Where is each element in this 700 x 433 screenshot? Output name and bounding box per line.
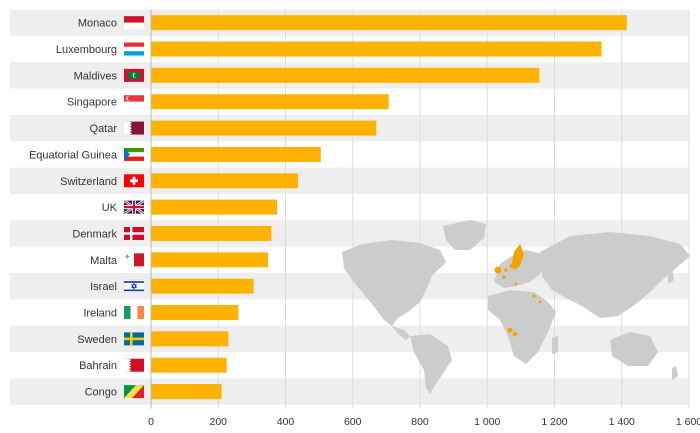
ireland-flag-icon — [124, 306, 144, 320]
bar — [151, 120, 377, 136]
x-tick-label: 600 — [344, 416, 362, 428]
x-tick-label: 1 600 — [676, 416, 700, 428]
monaco-flag-icon — [124, 16, 144, 30]
luxembourg-flag-icon — [124, 42, 144, 56]
flag-icons — [123, 16, 145, 399]
bar — [151, 41, 602, 57]
category-label: Bahrain — [79, 360, 117, 372]
switzerland-flag-icon — [124, 174, 144, 188]
x-tick-label: 200 — [209, 416, 227, 428]
bar — [151, 384, 222, 400]
israel-flag-icon — [123, 279, 145, 293]
qatar-flag-icon — [124, 121, 144, 135]
x-tick-label: 0 — [148, 416, 154, 428]
highlighted-countries — [494, 244, 542, 337]
congo-flag-icon — [124, 385, 144, 399]
x-tick-label: 1 000 — [474, 416, 500, 428]
category-label: Denmark — [72, 228, 117, 240]
bar — [151, 94, 389, 110]
category-label: Monaco — [78, 18, 117, 30]
bar — [151, 146, 321, 162]
bar — [151, 331, 229, 347]
category-label: Congo — [85, 387, 117, 399]
category-label: Sweden — [77, 334, 117, 346]
x-tick-label: 1 400 — [609, 416, 635, 428]
category-label: Singapore — [67, 97, 117, 109]
uk-flag-icon — [123, 199, 145, 215]
x-tick-labels: 0 200 400 600 800 1 000 1 200 1 400 1 600 — [148, 416, 700, 428]
category-label: Malta — [90, 255, 118, 267]
bar — [151, 278, 254, 294]
bar — [151, 67, 540, 83]
bar — [151, 173, 298, 189]
x-tick-label: 400 — [277, 416, 295, 428]
bar — [151, 199, 278, 215]
category-label: Ireland — [83, 308, 117, 320]
category-label: Luxembourg — [56, 44, 117, 56]
category-label: Qatar — [89, 123, 117, 135]
category-label: UK — [102, 202, 118, 214]
bar — [151, 225, 272, 241]
singapore-flag-icon — [124, 95, 144, 109]
category-label: Maldives — [74, 70, 118, 82]
bar — [151, 305, 239, 321]
bars — [151, 15, 627, 400]
bar — [151, 357, 227, 373]
sweden-flag-icon — [124, 332, 144, 346]
x-tick-label: 800 — [411, 416, 429, 428]
category-label: Switzerland — [60, 176, 117, 188]
row-band — [10, 378, 689, 405]
bar — [151, 15, 627, 31]
bar — [151, 252, 269, 268]
x-tick-label: 1 200 — [541, 416, 567, 428]
bahrain-flag-icon — [124, 358, 144, 372]
category-label: Israel — [90, 281, 117, 293]
row-band — [10, 167, 689, 194]
malta-flag-icon — [124, 253, 144, 267]
category-labels: Monaco Luxembourg Maldives Singapore Qatar Eq… — [29, 18, 118, 399]
category-label: Equatorial Guinea — [29, 149, 118, 161]
equatorial-guinea-flag-icon — [124, 147, 144, 161]
world-map-icon — [342, 220, 690, 394]
maldives-flag-icon — [124, 68, 144, 82]
denmark-flag-icon — [124, 226, 144, 240]
row-band — [10, 325, 689, 353]
